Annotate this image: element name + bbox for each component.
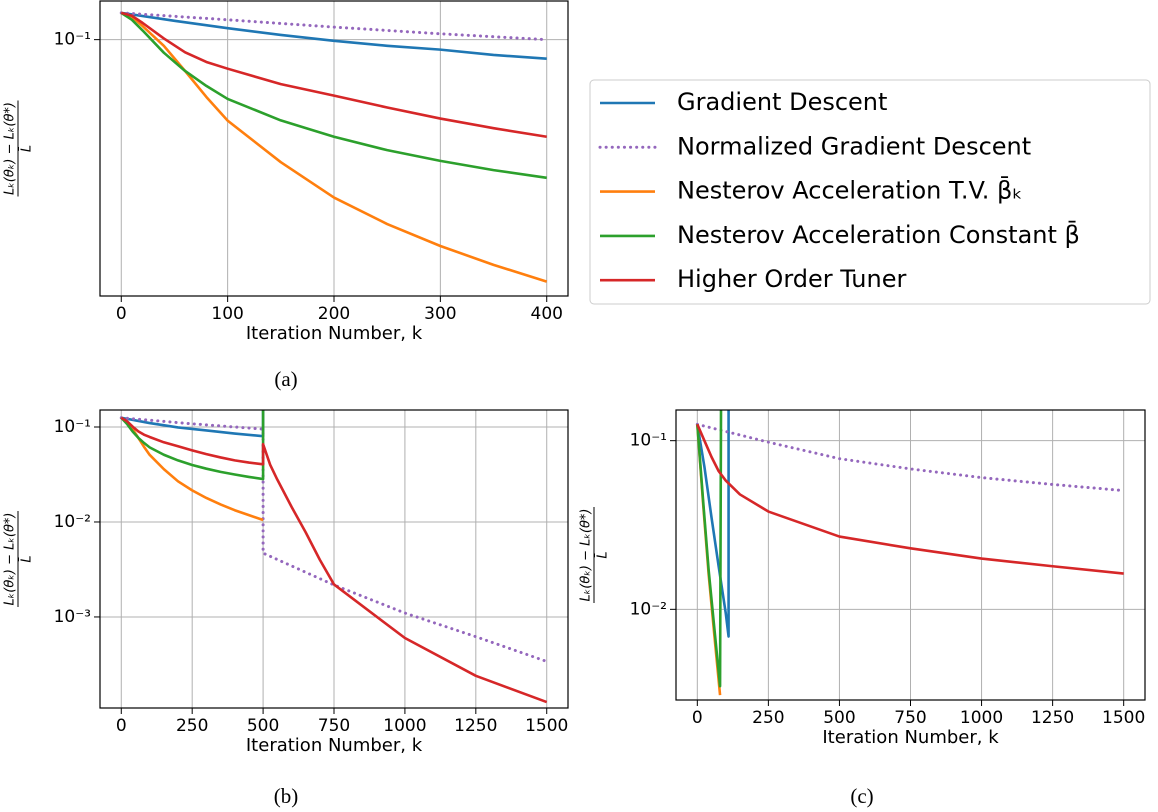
- chart-panel: 0 100 200 300 400 10⁻¹ Iteration Number, k Lₖ(θ…: [3, 0, 569, 391]
- legend-label: Higher Order Tuner: [677, 265, 906, 293]
- series-line: [119, 11, 549, 42]
- x-tick-label: 750: [318, 716, 350, 736]
- x-tick-label: 100: [211, 304, 243, 324]
- x-tick-label: 1250: [1031, 708, 1074, 728]
- series-group: [695, 410, 1126, 696]
- plot-frame: [675, 409, 1146, 701]
- x-axis-label: Iteration Number, k: [246, 735, 423, 756]
- y-axis-label: Lₖ(θₖ) − Lₖ(θ*) L̄: [3, 100, 35, 197]
- x-axis-label: Iteration Number, k: [822, 727, 999, 748]
- caption: (b): [274, 784, 299, 808]
- x-tick-label: 400: [531, 304, 563, 324]
- y-label-numerator: Lₖ(θₖ) − Lₖ(θ*): [3, 513, 18, 606]
- x-tick-label: 250: [176, 716, 208, 736]
- y-axis-label: Lₖ(θₖ) − Lₖ(θ*) L̄: [579, 507, 611, 603]
- y-tick-label: 10⁻¹: [54, 417, 91, 437]
- plot-frame: [99, 0, 569, 297]
- series-line: [696, 410, 723, 688]
- series-group: [119, 11, 549, 283]
- y-tick-label: 10⁻²: [54, 512, 91, 532]
- series-line: [120, 410, 265, 481]
- y-tick-label: 10⁻¹: [54, 30, 91, 50]
- series-line: [695, 422, 1126, 493]
- series-group: [119, 410, 549, 704]
- x-axis-label: Iteration Number, k: [246, 323, 423, 344]
- series-line: [120, 11, 548, 283]
- legend-label: Nesterov Acceleration T.V. β̄ₖ: [677, 175, 1023, 204]
- y-label-numerator: Lₖ(θₖ) − Lₖ(θ*): [3, 102, 18, 195]
- plot-frame: [99, 409, 569, 709]
- x-tick-label: 0: [116, 716, 127, 736]
- chart-panel: 0 250 500 750 1000 1250 1500 10⁻¹ 10⁻² 10⁻³ Iterat…: [3, 409, 569, 808]
- legend: Gradient Descent Normalized Gradient Desc…: [589, 79, 1151, 305]
- series-line: [119, 416, 549, 663]
- x-tick-label: 1250: [454, 716, 497, 736]
- y-axis-label: Lₖ(θₖ) − Lₖ(θ*) L̄: [3, 511, 35, 607]
- x-tick-label: 1500: [525, 716, 568, 736]
- caption: (c): [850, 784, 873, 808]
- series-line: [120, 11, 547, 180]
- series-line: [120, 416, 548, 704]
- x-tick-label: 500: [823, 708, 855, 728]
- chart-panel: 0 250 500 750 1000 1250 1500 10⁻¹ 10⁻² Iteration …: [579, 409, 1146, 808]
- x-tick-label: 0: [116, 304, 127, 324]
- x-tick-label: 750: [894, 708, 926, 728]
- x-tick-label: 1000: [383, 716, 426, 736]
- x-tick-label: 300: [424, 304, 456, 324]
- legend-label: Gradient Descent: [677, 88, 887, 116]
- x-tick-label: 0: [692, 708, 703, 728]
- caption: (a): [274, 367, 297, 391]
- series-line: [696, 410, 730, 638]
- y-label-denominator: L̄: [19, 145, 34, 152]
- x-tick-label: 1500: [1102, 708, 1145, 728]
- x-tick-label: 500: [247, 716, 279, 736]
- x-tick-label: 1000: [960, 708, 1003, 728]
- y-tick-label: 10⁻³: [54, 607, 91, 627]
- y-label-numerator: Lₖ(θₖ) − Lₖ(θ*): [579, 509, 594, 602]
- legend-label: Normalized Gradient Descent: [677, 132, 1031, 160]
- y-label-denominator: L̄: [19, 555, 34, 562]
- series-line: [120, 11, 547, 139]
- x-tick-label: 250: [752, 708, 784, 728]
- legend-label: Nesterov Acceleration Constant β̄: [677, 220, 1080, 249]
- y-tick-label: 10⁻¹: [630, 431, 667, 451]
- x-tick-label: 200: [318, 304, 350, 324]
- legend-box: [589, 79, 1151, 305]
- series-line: [120, 416, 264, 522]
- y-tick-label: 10⁻²: [630, 599, 667, 619]
- y-label-denominator: L̄: [595, 551, 610, 558]
- series-line: [121, 11, 547, 61]
- series-line: [696, 423, 1124, 575]
